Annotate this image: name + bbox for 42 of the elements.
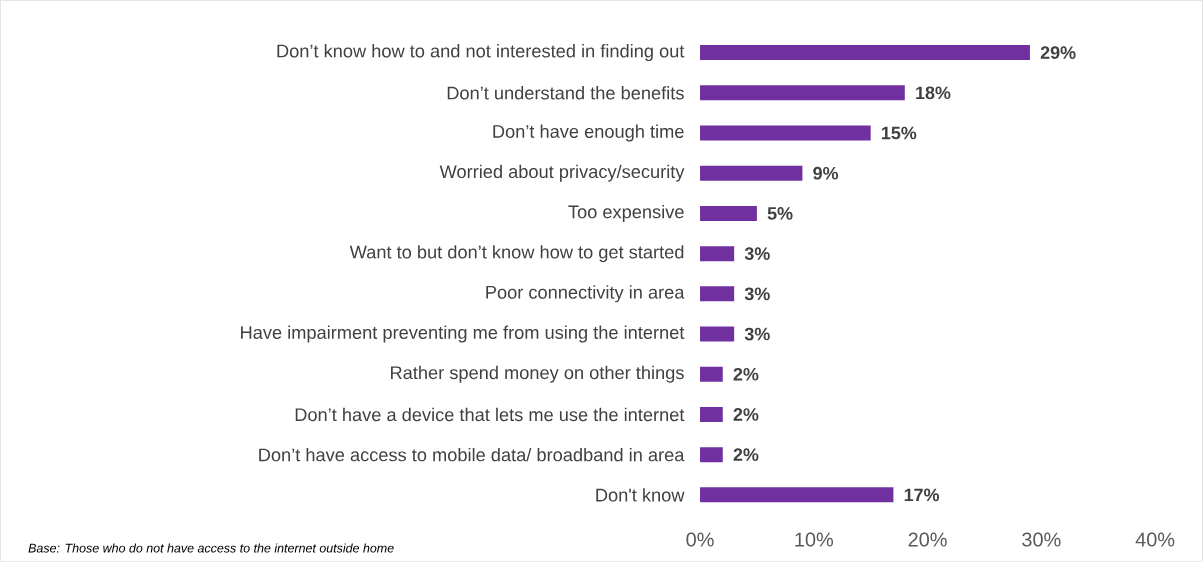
x-tick-label: 20%	[908, 532, 947, 547]
y-tick-label: Don’t have access to mobile data/ broadband in area	[259, 448, 685, 462]
bar	[700, 407, 723, 423]
text: Base: Those who do not have access to the internet outside home	[28, 543, 394, 553]
data-label: 17%	[904, 488, 940, 502]
data-label: 2%	[733, 367, 759, 381]
bar	[700, 326, 735, 342]
data-label: 3%	[744, 327, 770, 341]
x-tick-label: 30%	[1022, 532, 1061, 547]
x-tick-label: 40%	[1135, 532, 1175, 547]
data-label: 29%	[1040, 46, 1076, 60]
bar	[700, 487, 894, 503]
y-tick-label: Don't know	[596, 488, 685, 502]
bar	[700, 45, 1030, 61]
bar	[700, 447, 723, 463]
y-tick-label: Rather spend money on other things	[391, 365, 684, 383]
bar	[700, 246, 735, 262]
bar	[700, 125, 871, 141]
bar	[700, 286, 735, 302]
y-tick-label: Too expensive	[568, 204, 684, 222]
data-label: 18%	[916, 86, 951, 100]
data-label: 2%	[733, 408, 759, 421]
bar	[700, 165, 803, 181]
data-label: 3%	[744, 287, 770, 301]
x-tick-label: 0%	[686, 532, 714, 547]
y-tick-label: Want to but don’t know how to get started	[349, 245, 684, 263]
data-label: 3%	[744, 247, 770, 261]
data-label: 5%	[767, 207, 793, 220]
x-tick-label: 10%	[795, 532, 834, 547]
bar	[700, 85, 905, 101]
y-tick-label: Don’t know how to and not interested in finding out	[277, 44, 685, 62]
y-tick-label: Worried about privacy/security	[439, 164, 685, 182]
data-label: 9%	[813, 166, 839, 180]
bar	[700, 205, 757, 221]
y-tick-label: Don’t have enough time	[493, 124, 684, 142]
y-tick-label: Have impairment preventing me from using the internet	[241, 325, 685, 343]
y-tick-label: Don’t understand the benefits	[447, 86, 684, 100]
bar	[700, 366, 723, 382]
data-label: 2%	[733, 448, 759, 462]
data-label: 15%	[882, 126, 917, 140]
y-tick-label: Poor connectivity in area	[486, 285, 685, 303]
y-tick-label: Don’t have a device that lets me use the internet	[295, 407, 685, 422]
